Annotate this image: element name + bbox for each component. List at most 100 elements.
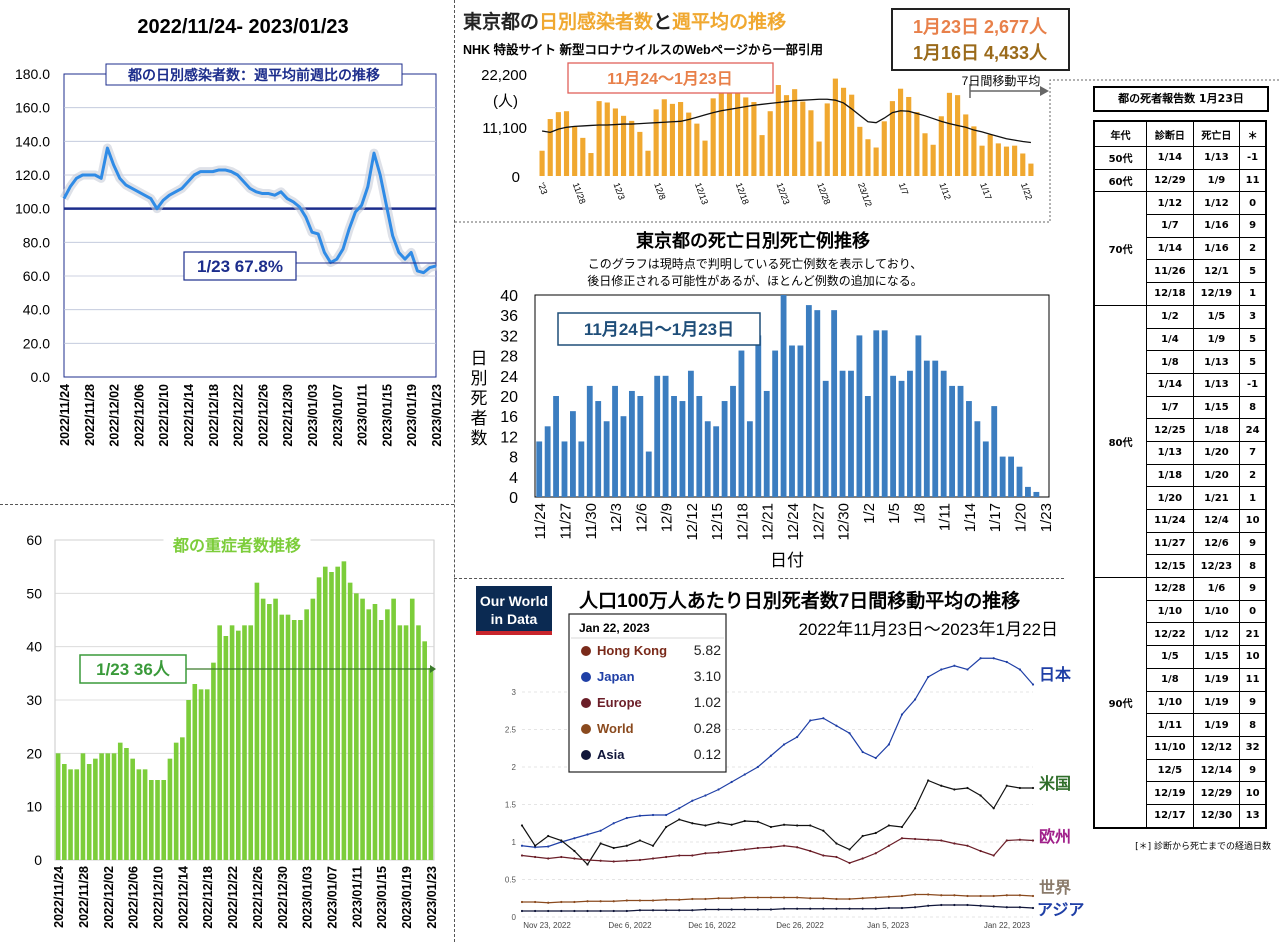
x-tick-label: 1/22 [1019, 181, 1034, 201]
case-bar [897, 88, 904, 176]
series-point-asia [913, 906, 917, 909]
table-cell: 9 [1239, 758, 1267, 783]
table-cell: 1/13 [1192, 146, 1241, 170]
death-bar [704, 421, 711, 497]
y-tick-label: 0 [509, 490, 518, 507]
panel-deaths-chart: 東京都の死亡日別死亡例推移 このグラフは現時点で判明している死亡例数を表示しており… [455, 226, 1065, 578]
series-point-world [992, 894, 995, 898]
case-bar [555, 112, 561, 176]
severe-bar [341, 561, 347, 860]
series-point-us [1005, 784, 1008, 787]
x-tick-label: 2022/11/24 [58, 384, 72, 446]
table-cell: 1/20 [1192, 463, 1241, 488]
x-tick-label: 2022/12/06 [132, 384, 146, 447]
table-cell: 1/19 [1192, 713, 1241, 737]
x-tick-label: 2022/12/18 [207, 384, 221, 447]
severe-bar [55, 753, 61, 860]
series-point-world [560, 900, 563, 904]
severe-bar [329, 572, 334, 860]
series-point-asia [927, 904, 930, 907]
series-point-japan [730, 780, 733, 784]
annotation-label: 1/23 67.8% [197, 257, 283, 276]
table-cell: 12/5 [1146, 758, 1194, 783]
series-point-us [992, 807, 995, 810]
table-row: 1/8 1/13 5 [1094, 350, 1267, 374]
table-cell: 1/9 [1192, 327, 1241, 352]
series-point-world [966, 894, 969, 898]
death-bar [536, 441, 543, 497]
y-tick-label: 0 [34, 852, 42, 868]
series-point-europe [992, 854, 995, 857]
series-point-japan [953, 664, 956, 667]
death-bar [1033, 491, 1040, 497]
table-cell: 1/6 [1192, 577, 1241, 601]
y-tick-label: 0.5 [505, 876, 517, 885]
death-bar [991, 406, 998, 497]
y-tick-label: 24 [500, 369, 518, 386]
y-axis-label-char: 数 [471, 429, 488, 448]
case-bar [588, 153, 594, 176]
table-row: 60代 12/29 1/9 11 [1093, 168, 1267, 193]
x-tick-label: 2023/01/15 [380, 384, 394, 447]
case-bar [669, 103, 676, 176]
table-cell: -1 [1239, 372, 1267, 397]
series-point-us [651, 844, 655, 847]
series-point-asia [796, 907, 799, 910]
case-bar [718, 69, 724, 176]
series-point-europe [547, 857, 550, 860]
legend-value: 0.12 [694, 746, 721, 762]
chart-title: 都の重症者数推移 [172, 536, 301, 555]
x-tick-label: Dec 6, 2022 [608, 921, 652, 930]
severe-bar [347, 582, 353, 860]
cases-title-part: 東京都の [463, 10, 539, 33]
death-bar [713, 426, 720, 497]
death-bar [578, 441, 585, 497]
series-point-japan [638, 814, 642, 817]
y-tick-label: 22,200 [481, 67, 527, 84]
x-tick-label: 12/27 [810, 503, 827, 541]
series-point-world [913, 893, 917, 896]
case-bar [702, 140, 708, 176]
series-point-asia [560, 909, 563, 913]
table-cell: 1/12 [1146, 191, 1194, 216]
case-bar [637, 131, 643, 176]
series-point-world [782, 896, 786, 899]
series-point-asia [638, 909, 642, 912]
y-tick-label: 8 [509, 450, 518, 467]
x-tick-label: 1/7 [897, 181, 911, 196]
series-line-us [521, 779, 1033, 866]
severe-bar [105, 753, 111, 860]
table-cell: 11/27 [1146, 531, 1194, 556]
death-bar [982, 441, 989, 497]
panel-owid-chart: Our World in Data 人口100万人あたり日別死者数7日間移動平均の推… [455, 579, 1085, 942]
case-bar [759, 135, 765, 176]
case-bar [751, 102, 757, 176]
table-cell: 12/6 [1192, 531, 1241, 556]
y-tick-label: 30 [26, 692, 42, 708]
series-point-asia [782, 907, 786, 910]
series-point-world [1018, 894, 1021, 897]
series-point-asia [848, 907, 851, 910]
table-cell: 1/8 [1146, 350, 1194, 374]
severe-bar [403, 625, 409, 860]
series-point-japan [1018, 668, 1021, 671]
table-cell: 0 [1239, 599, 1267, 624]
death-bar [620, 416, 627, 497]
y-unit-label: (人) [493, 93, 518, 110]
x-tick-label: 11/28 [571, 181, 588, 205]
series-point-europe [730, 849, 733, 853]
case-bar [1003, 146, 1010, 176]
y-tick-label: 32 [500, 328, 518, 345]
series-point-japan [599, 829, 602, 832]
series-point-us [966, 786, 969, 790]
severe-chart-svg: 0 10 20 30 40 50 60 都の重症者数推移 1/23 36人 2022/11/24 2… [26, 532, 438, 929]
series-point-us [848, 848, 851, 851]
series-point-us [822, 829, 825, 832]
case-bar [726, 79, 733, 176]
deaths-chart-title: 東京都の死亡日別死亡例推移 [636, 230, 870, 251]
death-bar [696, 396, 703, 497]
table-cell: 1/14 [1146, 236, 1194, 261]
legend-value: 1.02 [694, 694, 721, 710]
table-cell: 10 [1239, 645, 1267, 669]
y-tick-label: 50 [26, 585, 42, 601]
